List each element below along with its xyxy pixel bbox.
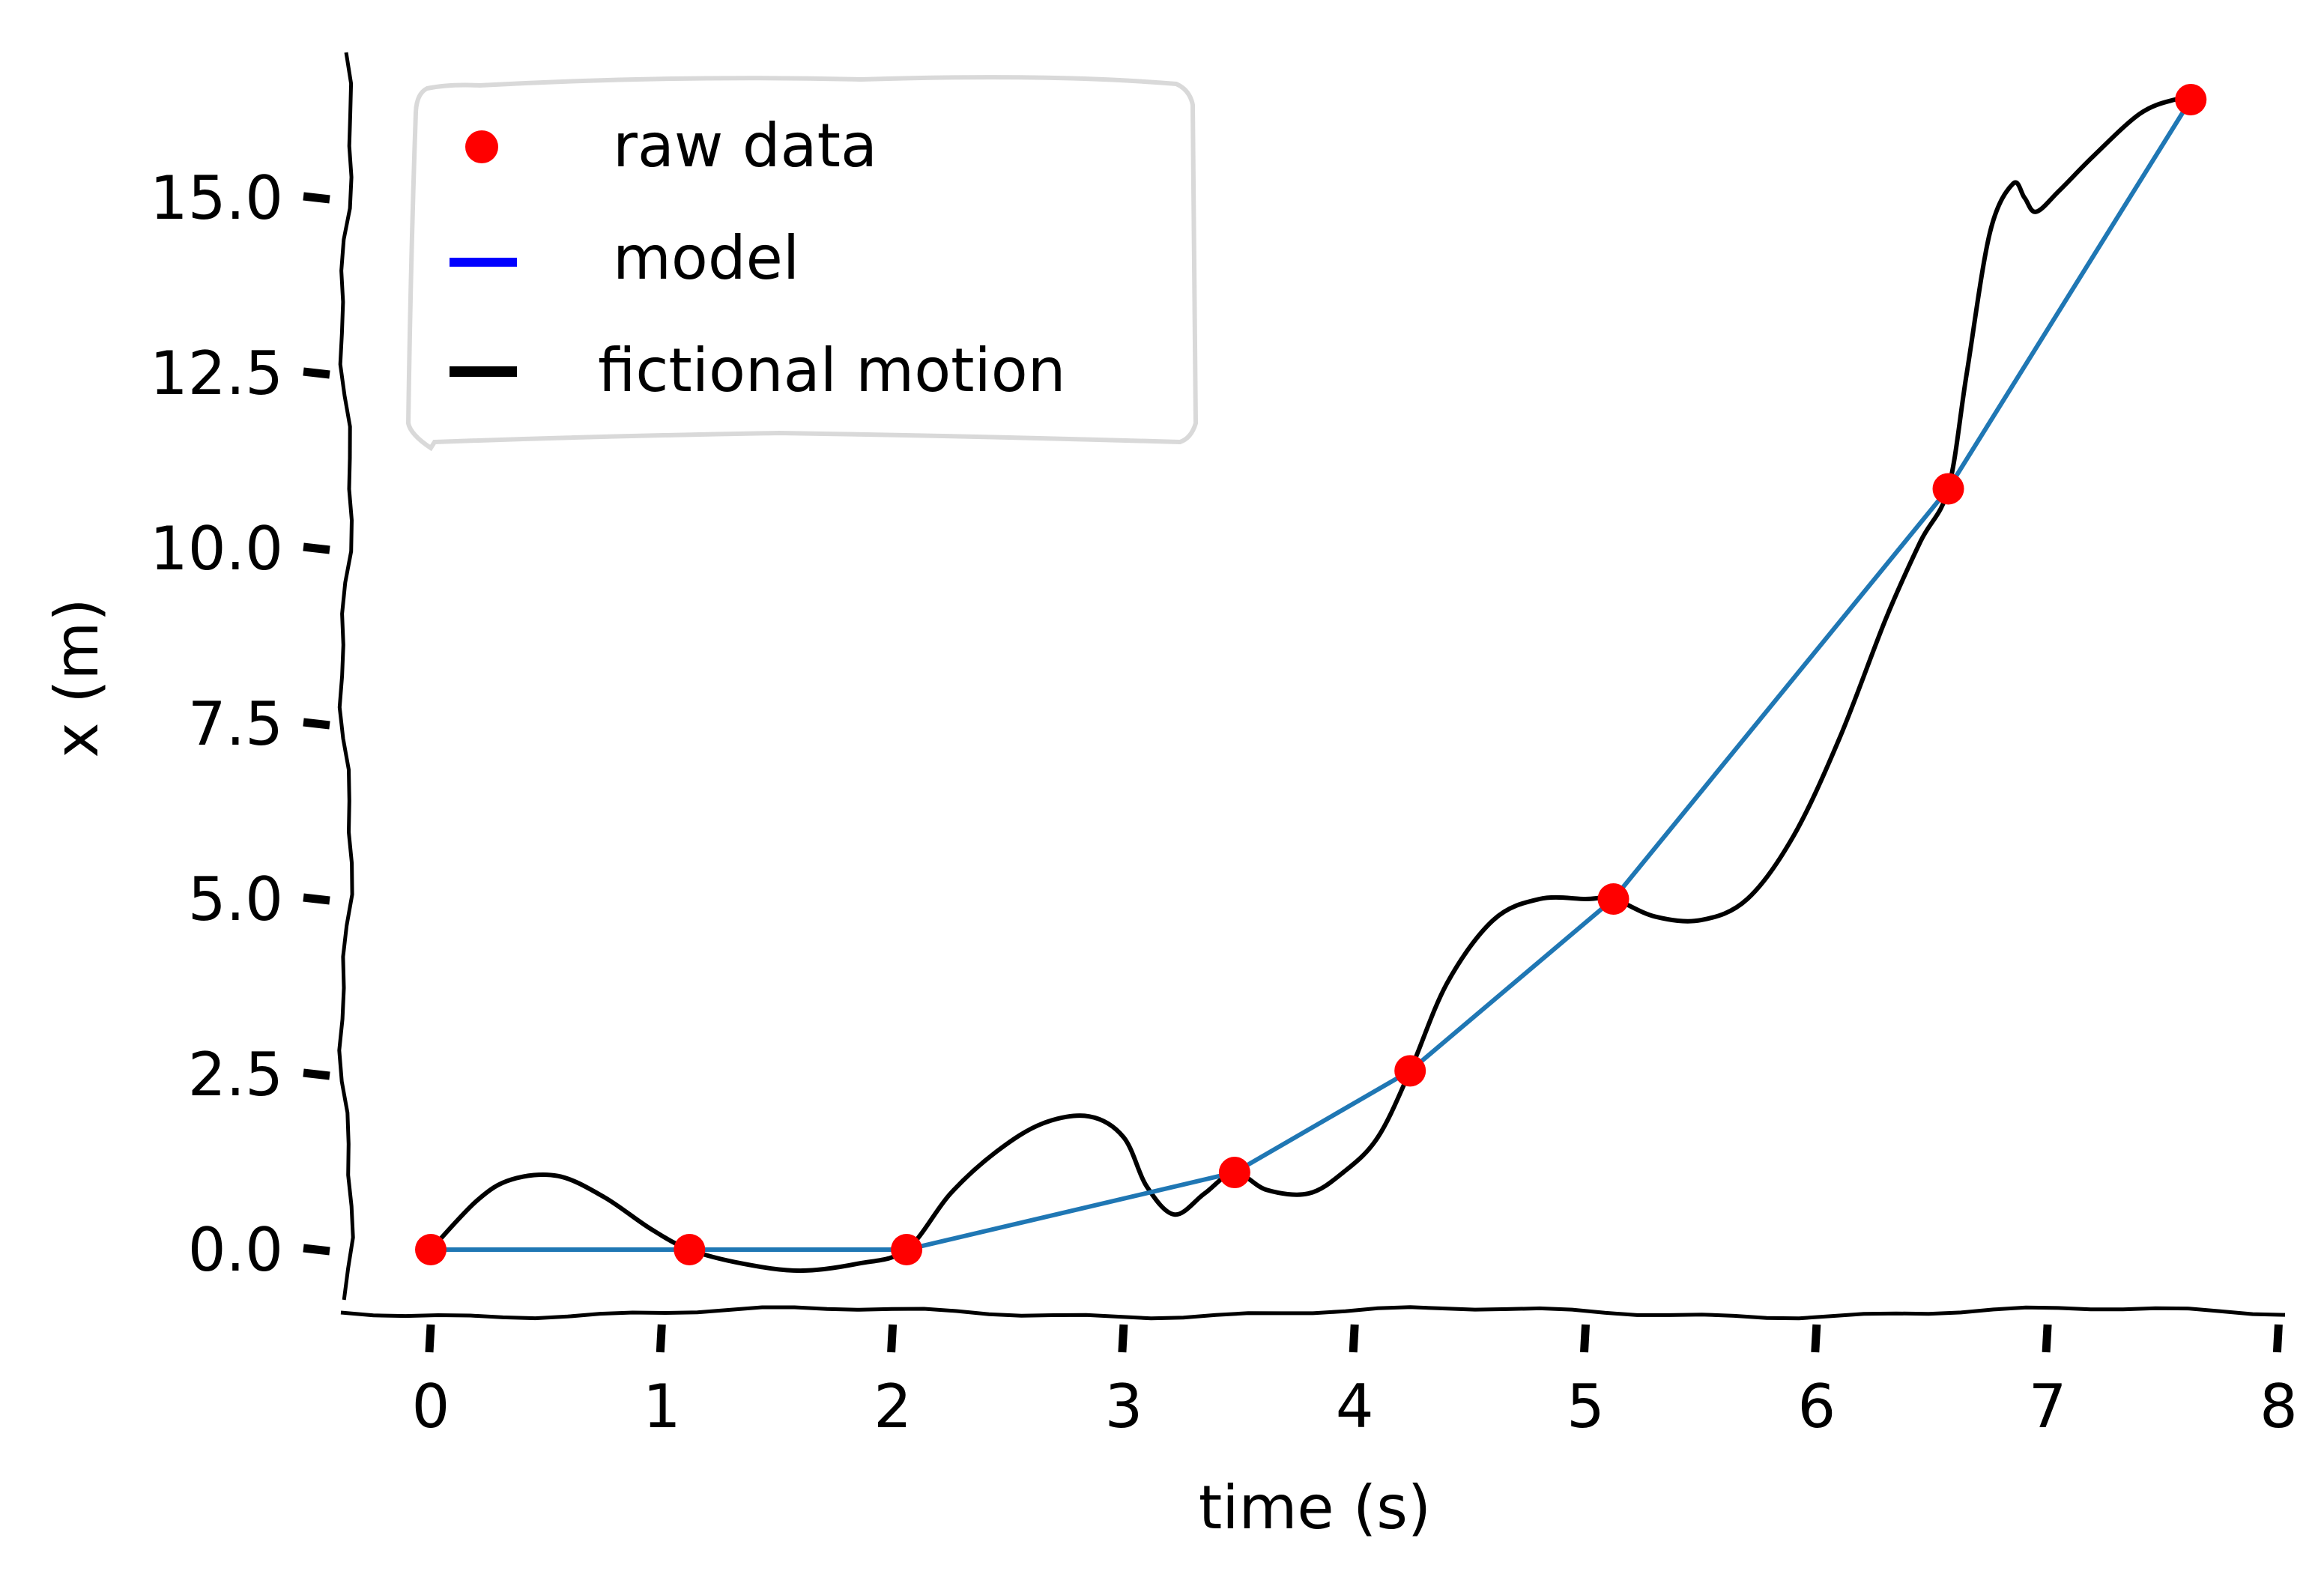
series-group xyxy=(429,96,2194,1274)
raw-data-point xyxy=(891,1234,923,1265)
raw-data-point xyxy=(674,1234,706,1265)
y-tick-label: 12.5 xyxy=(150,339,283,408)
x-tick-mark xyxy=(1118,1324,1128,1353)
x-tick-mark xyxy=(1580,1324,1590,1353)
y-tick-label: 0.0 xyxy=(188,1215,283,1285)
x-tick-mark xyxy=(425,1324,435,1353)
x-tick-label: 4 xyxy=(1336,1372,1374,1441)
x-ticks: 0 1 2 3 4 5 6 7 8 xyxy=(412,1324,2298,1441)
x-tick-label: 5 xyxy=(1567,1372,1605,1441)
raw-data-point xyxy=(1218,1157,1250,1189)
y-tick-mark xyxy=(303,192,330,204)
y-ticks: 0.0 2.5 5.0 7.5 10.0 12.5 15.0 xyxy=(150,163,330,1285)
axes-group xyxy=(337,52,2286,1321)
legend-label-model: model xyxy=(613,223,799,293)
x-tick-mark xyxy=(656,1324,666,1353)
x-tick-label: 8 xyxy=(2260,1372,2298,1441)
x-tick-mark xyxy=(887,1324,898,1353)
y-tick-mark xyxy=(303,893,330,905)
x-tick-label: 6 xyxy=(1797,1372,1836,1441)
x-tick-mark xyxy=(2272,1324,2283,1353)
raw-data-point xyxy=(1597,883,1629,915)
y-tick-label: 5.0 xyxy=(188,865,283,934)
raw-data-point xyxy=(1394,1055,1426,1087)
legend-label-raw-data: raw data xyxy=(613,111,877,181)
raw-data-point xyxy=(2175,83,2207,115)
legend-label-fictional-motion: fictional motion xyxy=(598,336,1065,405)
x-tick-mark xyxy=(2042,1324,2052,1353)
legend-frame xyxy=(405,75,1199,452)
y-tick-label: 7.5 xyxy=(188,689,283,759)
y-tick-label: 2.5 xyxy=(188,1040,283,1110)
x-tick-label: 1 xyxy=(643,1372,681,1441)
raw-data-point xyxy=(415,1234,447,1265)
series-line-model xyxy=(429,97,2194,1252)
y-tick-mark xyxy=(303,1244,330,1256)
raw-data-point xyxy=(1932,473,1964,505)
series-line-fictional-motion xyxy=(429,96,2194,1274)
y-tick-mark xyxy=(303,718,330,730)
y-axis-line xyxy=(337,52,355,1301)
x-tick-label: 0 xyxy=(412,1372,450,1441)
x-axis-title: time (s) xyxy=(1199,1473,1431,1543)
legend: raw data model fictional motion xyxy=(405,75,1199,452)
x-tick-label: 2 xyxy=(874,1372,912,1441)
x-axis-line xyxy=(340,1305,2286,1321)
y-tick-mark xyxy=(303,542,330,554)
x-tick-mark xyxy=(1811,1324,1821,1353)
points-group xyxy=(415,83,2207,1265)
x-tick-mark xyxy=(1349,1324,1359,1353)
legend-marker-raw-data xyxy=(465,130,498,163)
y-tick-label: 10.0 xyxy=(150,514,283,584)
x-tick-label: 3 xyxy=(1104,1372,1143,1441)
y-tick-mark xyxy=(303,367,330,379)
y-tick-mark xyxy=(303,1068,330,1080)
x-tick-label: 7 xyxy=(2029,1372,2067,1441)
y-tick-label: 15.0 xyxy=(150,163,283,233)
y-axis-title: x (m) xyxy=(42,598,112,757)
